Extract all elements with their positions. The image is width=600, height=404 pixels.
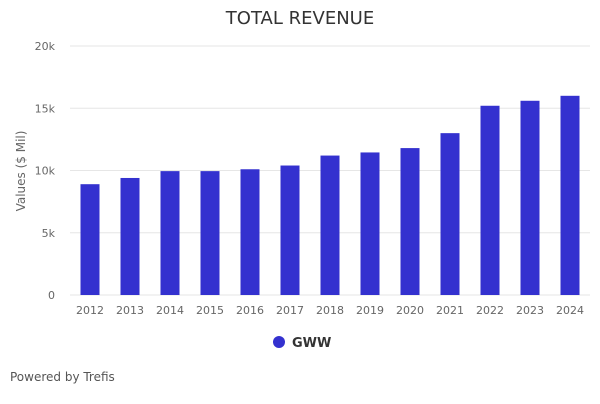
legend-label: GWW <box>292 336 331 351</box>
bar-2022[interactable] <box>480 105 500 295</box>
x-tick-label: 2020 <box>396 304 424 317</box>
x-tick-label: 2014 <box>156 304 184 317</box>
legend[interactable]: GWW <box>273 336 331 351</box>
bar-2014[interactable] <box>160 171 180 295</box>
x-tick-label: 2024 <box>556 304 584 317</box>
bar-2017[interactable] <box>280 165 300 295</box>
y-tick-label: 10k <box>35 165 56 178</box>
y-tick-label: 0 <box>48 289 55 302</box>
x-tick-label: 2019 <box>356 304 384 317</box>
bar-2013[interactable] <box>120 177 140 295</box>
y-tick-label: 20k <box>35 40 56 53</box>
x-tick-label: 2015 <box>196 304 224 317</box>
y-axis-label: Values ($ Mil) <box>14 131 28 212</box>
x-tick-label: 2017 <box>276 304 304 317</box>
x-tick-label: 2013 <box>116 304 144 317</box>
bar-2016[interactable] <box>240 169 260 295</box>
bar-2018[interactable] <box>320 155 340 295</box>
x-tick-label: 2022 <box>476 304 504 317</box>
y-tick-label: 5k <box>42 227 56 240</box>
bar-2024[interactable] <box>560 95 580 295</box>
x-tick-label: 2023 <box>516 304 544 317</box>
x-tick-label: 2016 <box>236 304 264 317</box>
bars <box>80 95 580 295</box>
y-tick-label: 15k <box>35 102 56 115</box>
bar-2023[interactable] <box>520 100 540 295</box>
y-axis-ticks: 0 5k 10k 15k 20k <box>35 40 56 302</box>
legend-marker <box>273 336 285 348</box>
bar-2015[interactable] <box>200 171 220 295</box>
bar-2020[interactable] <box>400 148 420 295</box>
x-tick-label: 2021 <box>436 304 464 317</box>
bar-2012[interactable] <box>80 184 100 295</box>
x-axis-ticks: 2012 2013 2014 2015 2016 2017 2018 2019 2020 2021… <box>76 304 584 317</box>
x-tick-label: 2012 <box>76 304 104 317</box>
bar-2021[interactable] <box>440 133 460 295</box>
chart-title: TOTAL REVENUE <box>225 8 374 29</box>
bar-2019[interactable] <box>360 152 380 295</box>
x-tick-label: 2018 <box>316 304 344 317</box>
powered-by-footer[interactable]: Powered by Trefis <box>10 370 115 384</box>
